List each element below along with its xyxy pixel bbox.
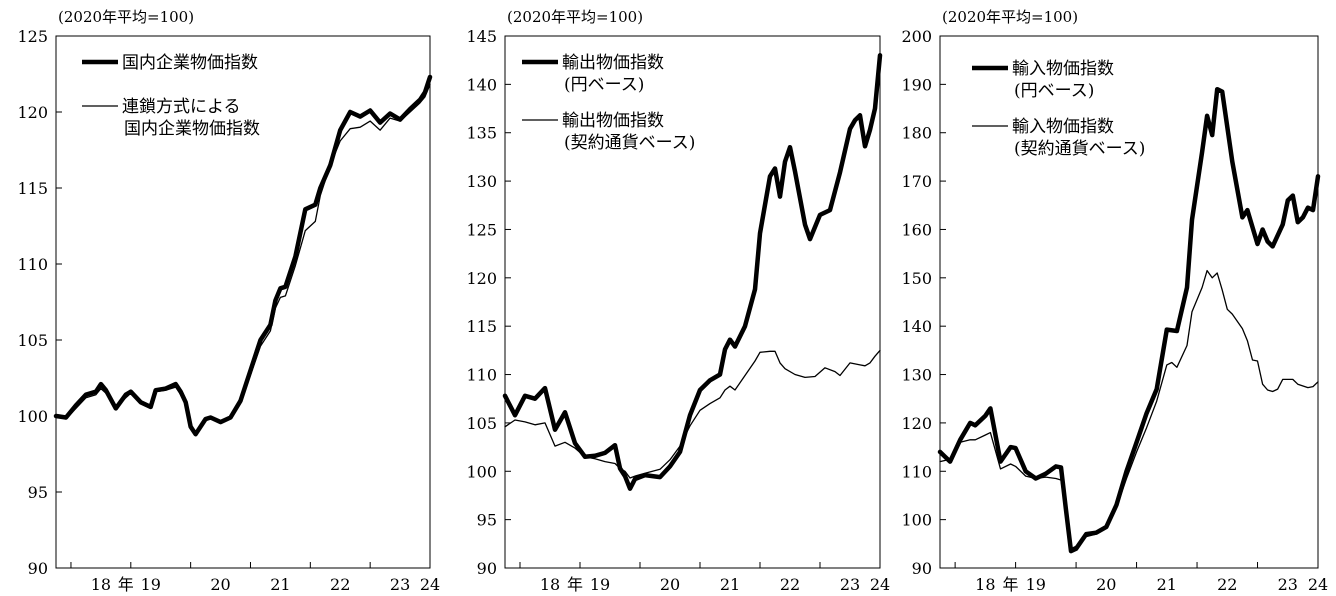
legend-label-2: 輸出物価指数(契約通貨ベース) — [562, 111, 695, 153]
plot-frame — [939, 35, 1319, 569]
y-tick-label: 90 — [28, 559, 48, 578]
x-tick-label: 24 — [420, 575, 440, 594]
y-tick-label: 140 — [901, 317, 932, 336]
plot-frame — [504, 35, 881, 569]
y-tick-label: 125 — [17, 27, 48, 46]
x-tick-label: 21 — [720, 575, 740, 594]
series-line-1 — [937, 86, 1321, 554]
x-tick-label: 23 — [1278, 575, 1298, 594]
x-tick-label: 20 — [210, 575, 230, 594]
unit-note: (2020年平均=100) — [942, 8, 1078, 26]
x-tick-label: 23 — [390, 575, 410, 594]
x-tick-label: 23 — [840, 575, 860, 594]
y-tick-label: 110 — [17, 255, 48, 274]
y-tick-label: 100 — [17, 407, 48, 426]
series-line-2 — [55, 83, 431, 434]
y-tick-label: 130 — [466, 172, 497, 191]
series-line-2 — [504, 349, 881, 479]
unit-note: (2020年平均=100) — [58, 8, 194, 26]
x-tick-label: 22 — [1217, 575, 1237, 594]
x-tick-label: 22 — [780, 575, 800, 594]
y-tick-label: 95 — [477, 511, 497, 530]
x-tick-label: 21 — [1157, 575, 1177, 594]
y-tick-label: 120 — [466, 269, 497, 288]
series-line-2 — [939, 269, 1319, 550]
y-tick-label: 115 — [466, 317, 497, 336]
chart-panel-1: (2020年平均=100) 90 95 100 105 110 115 120 125 18 年 19… — [17, 8, 440, 594]
y-tick-label: 145 — [466, 27, 497, 46]
x-tick-label: 19 — [590, 575, 610, 594]
x-tick-label: 20 — [660, 575, 680, 594]
x-tick-label: 19 — [141, 575, 161, 594]
y-tick-label: 90 — [477, 559, 497, 578]
legend-label-1: 国内企業物価指数 — [122, 53, 258, 73]
y-tick-label: 120 — [17, 103, 48, 122]
y-tick-label: 95 — [28, 483, 48, 502]
x-tick-label: 19 — [1026, 575, 1046, 594]
x-tick-label: 年 — [567, 575, 583, 594]
x-tick-label: 18 — [975, 575, 995, 594]
legend-label-1: 輸入物価指数(円ベース) — [1012, 59, 1114, 101]
chart-panel-3: (2020年平均=100) 90 100 110 120 130 140 150 160 170 1… — [901, 8, 1328, 594]
y-tick-label: 90 — [912, 559, 932, 578]
y-tick-label: 170 — [901, 172, 932, 191]
y-tick-label: 120 — [901, 414, 932, 433]
y-tick-label: 100 — [466, 462, 497, 481]
y-tick-label: 130 — [901, 366, 932, 385]
y-tick-label: 110 — [466, 366, 497, 385]
legend-label-2: 連鎖方式による国内企業物価指数 — [122, 97, 260, 139]
plot-frame — [55, 35, 431, 569]
x-tick-label: 18 — [91, 575, 111, 594]
legend-label-1: 輸出物価指数(円ベース) — [562, 53, 664, 95]
y-tick-label: 190 — [901, 75, 932, 94]
y-tick-label: 140 — [466, 75, 497, 94]
y-tick-label: 160 — [901, 220, 932, 239]
legend-label-2: 輸入物価指数(契約通貨ベース) — [1012, 117, 1145, 159]
x-tick-label: 22 — [330, 575, 350, 594]
x-tick-label: 年 — [118, 575, 134, 594]
chart-panel-2: (2020年平均=100) 90 95 100 105 110 115 120 125 130 13… — [466, 8, 890, 594]
y-tick-label: 180 — [901, 124, 932, 143]
y-tick-label: 110 — [901, 462, 932, 481]
y-tick-label: 150 — [901, 269, 932, 288]
y-tick-label: 105 — [17, 331, 48, 350]
x-tick-label: 20 — [1096, 575, 1116, 594]
x-tick-label: 24 — [1308, 575, 1328, 594]
x-tick-label: 18 — [540, 575, 560, 594]
y-tick-label: 200 — [901, 27, 932, 46]
x-tick-label: 21 — [270, 575, 290, 594]
unit-note: (2020年平均=100) — [507, 8, 643, 26]
x-tick-label: 24 — [870, 575, 890, 594]
y-tick-label: 125 — [466, 220, 497, 239]
x-tick-label: 年 — [1003, 575, 1019, 594]
y-tick-label: 105 — [466, 414, 497, 433]
y-tick-label: 135 — [466, 124, 497, 143]
y-tick-label: 100 — [901, 511, 932, 530]
y-tick-label: 115 — [17, 179, 48, 198]
